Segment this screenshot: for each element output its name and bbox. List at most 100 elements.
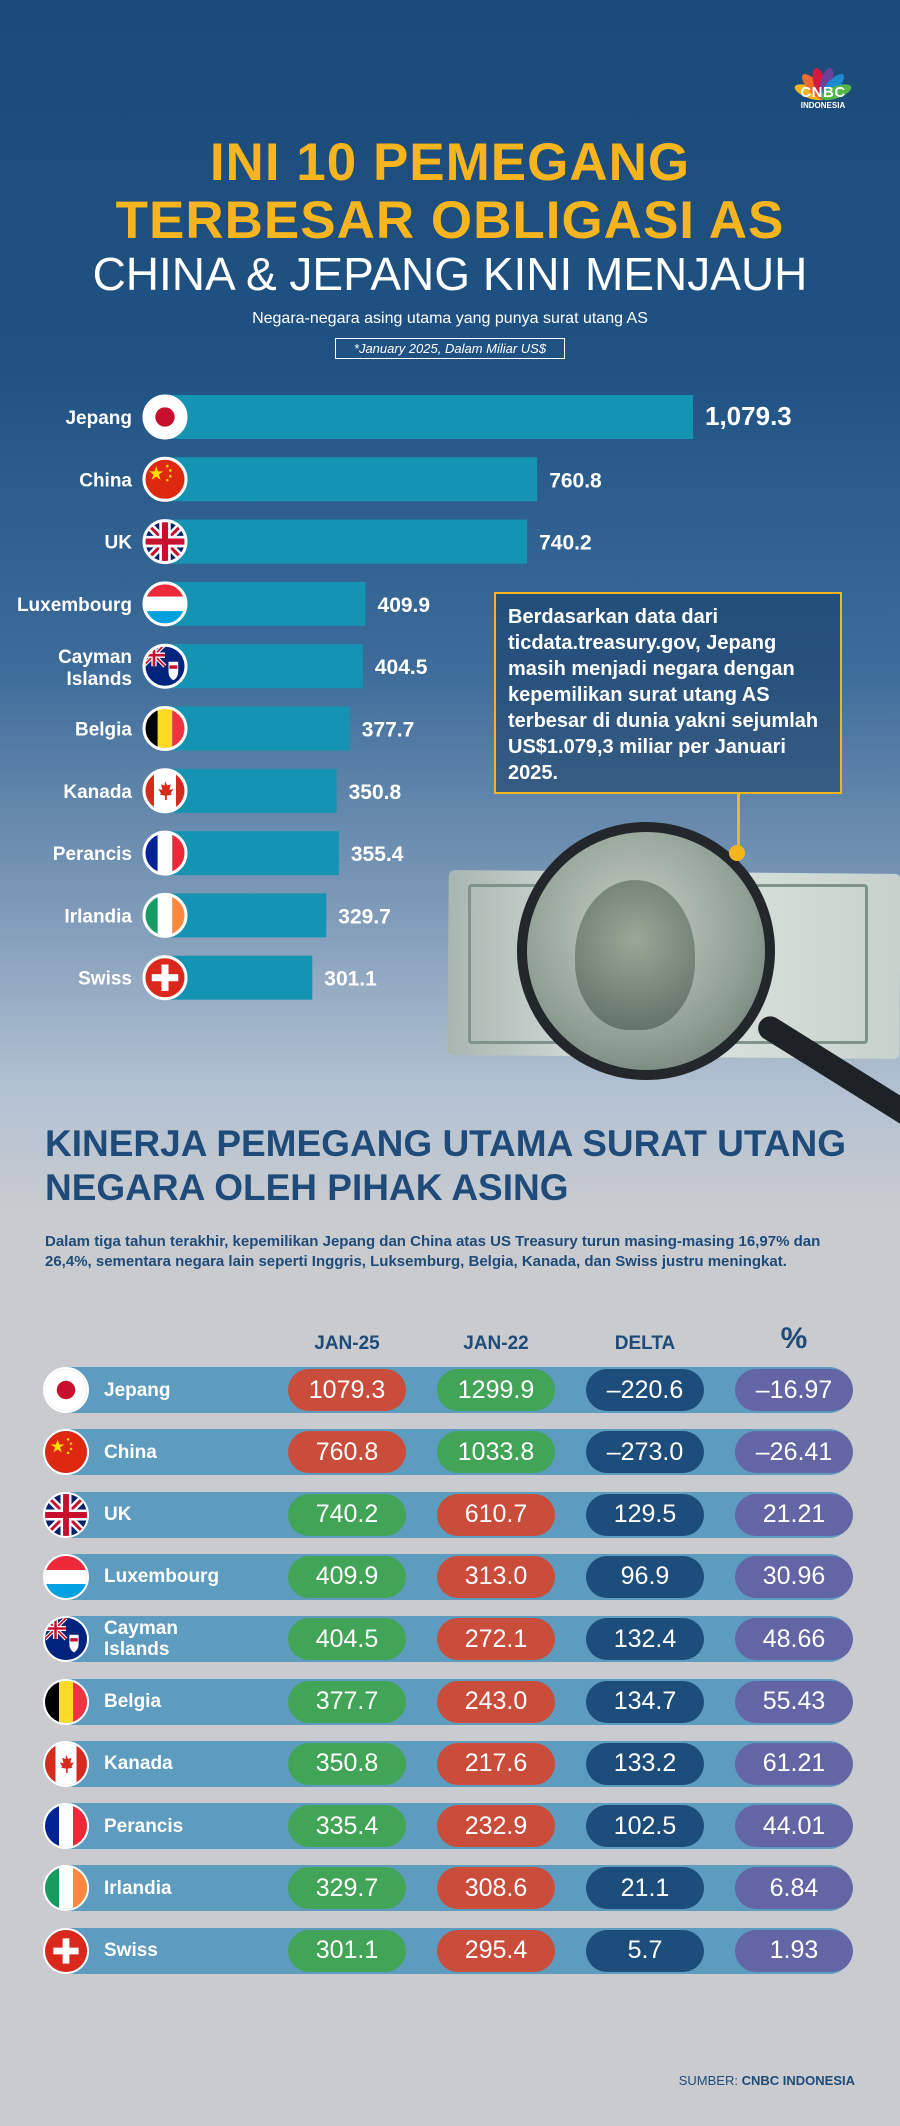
logo-subtext: INDONESIA	[800, 101, 846, 110]
portrait-in-lens	[575, 880, 695, 1030]
header-delta: DELTA	[614, 1333, 676, 1354]
jan22-value: 1033.8	[437, 1431, 555, 1474]
jan22-value: 217.6	[437, 1742, 555, 1785]
belgium-flag-icon	[43, 1678, 89, 1725]
country-name: Swiss	[104, 1940, 158, 1962]
header-jan25: JAN-25	[314, 1333, 380, 1354]
table-row: UK 740.2 610.7 129.5 21.21	[43, 1491, 853, 1538]
category-label: Irlandia	[64, 906, 132, 927]
country-name: China	[104, 1441, 157, 1463]
percent-value: 55.43	[735, 1680, 853, 1723]
source-name: CNBC INDONESIA	[741, 2073, 855, 2088]
value-label: 409.9	[378, 594, 431, 617]
ireland-flag-icon	[43, 1865, 89, 1912]
country-name: Perancis	[104, 1815, 184, 1837]
header-percent: %	[780, 1322, 808, 1355]
swiss-flag-icon	[142, 955, 188, 1001]
title-line-3: CHINA & JEPANG KINI MENJAUH	[92, 248, 808, 300]
country-name: Belgia	[104, 1691, 162, 1712]
bar-cayman-islands	[165, 644, 363, 689]
jan25-value: 740.2	[288, 1493, 406, 1536]
jan25-value: 760.8	[288, 1431, 406, 1474]
callout-dot	[729, 845, 745, 861]
source-label: SUMBER:	[678, 2073, 742, 2088]
table-row: China 760.8 1033.8 –273.0 –26.41	[43, 1429, 853, 1476]
section-description: Dalam tiga tahun terakhir, kepemilikan J…	[45, 1233, 821, 1270]
jan25-value: 404.5	[288, 1618, 406, 1661]
logo-text: CNBC	[800, 84, 846, 101]
bar-jepang	[165, 395, 693, 439]
jan22-value: 272.1	[437, 1618, 555, 1661]
table-row: Cayman Islands 404.5 272.1 132.4 48.66	[43, 1616, 853, 1663]
ireland-flag-icon	[142, 892, 188, 938]
jan25-value: 377.7	[288, 1680, 406, 1723]
uk-flag-icon	[142, 519, 188, 565]
jan22-value: 610.7	[437, 1493, 555, 1536]
france-flag-icon	[43, 1803, 89, 1850]
jan25-value: 301.1	[288, 1929, 406, 1972]
callout-connector	[737, 794, 740, 849]
category-label: Perancis	[53, 844, 132, 865]
china-flag-icon	[43, 1429, 89, 1476]
percent-value: 21.21	[735, 1493, 853, 1536]
jan25-value: 350.8	[288, 1742, 406, 1785]
percent-value: 61.21	[735, 1742, 853, 1785]
jan25-value: 1079.3	[288, 1369, 406, 1411]
bar-belgia	[165, 706, 350, 751]
value-label: 329.7	[338, 905, 391, 928]
delta-value: 134.7	[586, 1680, 704, 1723]
value-label: 355.4	[351, 843, 404, 866]
canada-flag-icon	[142, 768, 188, 814]
country-name: Kanada	[104, 1753, 173, 1775]
uk-flag-icon	[43, 1491, 89, 1538]
belgium-flag-icon	[142, 706, 188, 751]
source-footer: SUMBER: CNBC INDONESIA	[0, 2073, 855, 2088]
category-label: UK	[105, 533, 133, 554]
bar-kanada	[165, 768, 337, 813]
delta-value: –273.0	[586, 1431, 704, 1474]
jan22-value: 295.4	[437, 1929, 555, 1972]
japan-flag-icon	[43, 1367, 89, 1413]
value-label: 377.7	[362, 719, 415, 742]
value-label: 740.2	[539, 532, 592, 555]
jan22-value: 232.9	[437, 1805, 555, 1848]
category-label: Belgia	[75, 720, 132, 741]
value-label: 350.8	[349, 781, 402, 804]
value-label: 404.5	[375, 656, 428, 679]
title-line-1: INI 10 PEMEGANG	[209, 133, 691, 192]
china-flag-icon	[142, 456, 188, 502]
bar-uk	[165, 519, 528, 564]
delta-value: 102.5	[586, 1805, 704, 1848]
jan22-value: 308.6	[437, 1867, 555, 1910]
jan25-value: 329.7	[288, 1867, 406, 1910]
header-jan22: JAN-22	[463, 1333, 529, 1354]
table-row: Luxembourg 409.9 313.0 96.9 30.96	[43, 1553, 853, 1600]
category-label: Kanada	[63, 782, 132, 803]
percent-value: 48.66	[735, 1618, 853, 1661]
table-row: Irlandia 329.7 308.6 21.1 6.84	[43, 1865, 853, 1912]
bar-luxembourg	[165, 581, 366, 626]
bar-chart: Jepang 1,079.3 China 760.8 UK 740.2 Luxembourg…	[17, 394, 792, 1001]
luxembourg-flag-icon	[142, 581, 188, 627]
category-label: Jepang	[65, 408, 132, 429]
cayman-flag-icon	[142, 643, 188, 689]
country-name: Cayman Islands	[104, 1618, 178, 1661]
delta-value: 5.7	[586, 1929, 704, 1972]
value-label: 301.1	[324, 968, 377, 991]
jan22-value: 1299.9	[437, 1369, 555, 1411]
value-label: 760.8	[549, 469, 602, 492]
delta-value: 129.5	[586, 1493, 704, 1536]
bar-china	[165, 457, 538, 502]
delta-value: 96.9	[586, 1555, 704, 1598]
delta-value: 21.1	[586, 1867, 704, 1910]
jan22-value: 243.0	[437, 1680, 555, 1723]
table-row: Belgia 377.7 243.0 134.7 55.43	[43, 1678, 853, 1725]
swiss-flag-icon	[43, 1927, 89, 1974]
category-label: Swiss	[78, 969, 132, 990]
cnbc-peacock-logo-icon	[794, 67, 852, 101]
bar-swiss	[165, 955, 313, 1000]
percent-value: 30.96	[735, 1555, 853, 1598]
category-label: China	[79, 470, 132, 491]
percent-value: –16.97	[735, 1369, 853, 1411]
